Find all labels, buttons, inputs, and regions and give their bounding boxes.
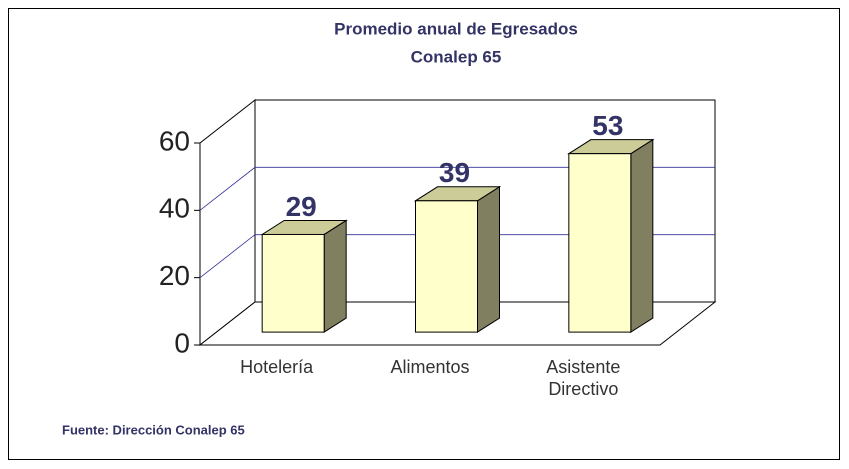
x-tick-label: Asistente Directivo — [546, 357, 621, 399]
bar-side — [630, 138, 654, 334]
y-tick-label: 0 — [174, 327, 190, 358]
chart-title: Promedio anual de Egresados — [334, 19, 578, 38]
bar — [261, 233, 325, 333]
grid-line — [199, 234, 715, 278]
bar-side — [477, 185, 500, 334]
bar-side — [323, 219, 347, 334]
bar — [415, 200, 478, 333]
bar — [568, 153, 632, 333]
grid-line — [199, 166, 715, 211]
source-note: Fuente: Dirección Conalep 65 — [62, 422, 245, 437]
data-label: 53 — [592, 110, 623, 141]
y-tick-label: 60 — [159, 125, 190, 156]
y-tick-label: 20 — [159, 260, 190, 291]
y-tick-label: 40 — [159, 193, 190, 224]
chart-subtitle: Conalep 65 — [411, 47, 502, 66]
x-tick-label: Hotelería — [240, 357, 314, 377]
x-tick-label: Alimentos — [390, 357, 470, 377]
data-label: 29 — [286, 191, 317, 222]
data-label: 39 — [439, 157, 470, 188]
